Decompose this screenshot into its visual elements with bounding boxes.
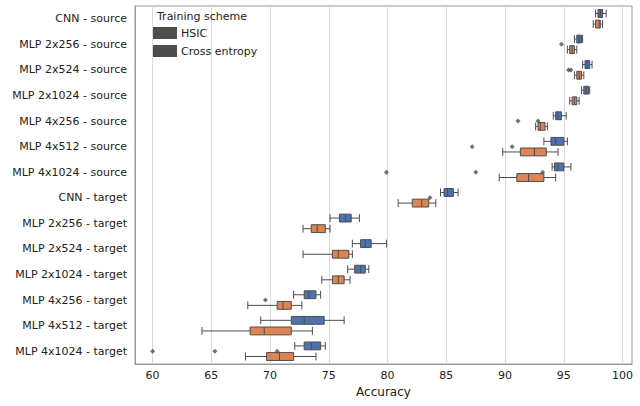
svg-text:70: 70	[263, 369, 277, 382]
svg-text:60: 60	[146, 369, 160, 382]
svg-text:75: 75	[322, 369, 336, 382]
svg-text:MLP 4x512 - source: MLP 4x512 - source	[19, 140, 127, 153]
svg-text:HSIC: HSIC	[181, 27, 207, 40]
svg-text:Cross entropy: Cross entropy	[181, 45, 258, 58]
svg-text:80: 80	[381, 369, 395, 382]
svg-text:65: 65	[204, 369, 218, 382]
svg-text:MLP 4x1024 - source: MLP 4x1024 - source	[12, 166, 127, 179]
svg-text:MLP 2x256 - source: MLP 2x256 - source	[19, 38, 127, 51]
svg-text:90: 90	[498, 369, 512, 382]
svg-text:MLP 2x524 - target: MLP 2x524 - target	[22, 242, 127, 255]
svg-text:MLP 4x512 - target: MLP 4x512 - target	[22, 319, 127, 332]
svg-text:MLP 2x256 - target: MLP 2x256 - target	[22, 217, 127, 230]
svg-text:Accuracy: Accuracy	[356, 385, 411, 399]
svg-text:MLP 2x1024 - target: MLP 2x1024 - target	[15, 268, 127, 281]
svg-text:MLP 4x256 - source: MLP 4x256 - source	[19, 115, 127, 128]
svg-text:95: 95	[557, 369, 571, 382]
svg-text:100: 100	[612, 369, 633, 382]
svg-text:CNN - target: CNN - target	[58, 191, 127, 204]
svg-text:MLP 2x1024 - source: MLP 2x1024 - source	[12, 89, 127, 102]
svg-text:MLP 4x1024 - target: MLP 4x1024 - target	[15, 345, 127, 358]
svg-text:85: 85	[439, 369, 453, 382]
svg-text:MLP 2x524 - source: MLP 2x524 - source	[19, 63, 127, 76]
svg-text:MLP 4x256 - target: MLP 4x256 - target	[22, 294, 127, 307]
svg-text:CNN - source: CNN - source	[55, 12, 127, 25]
svg-text:Training scheme: Training scheme	[156, 10, 247, 23]
